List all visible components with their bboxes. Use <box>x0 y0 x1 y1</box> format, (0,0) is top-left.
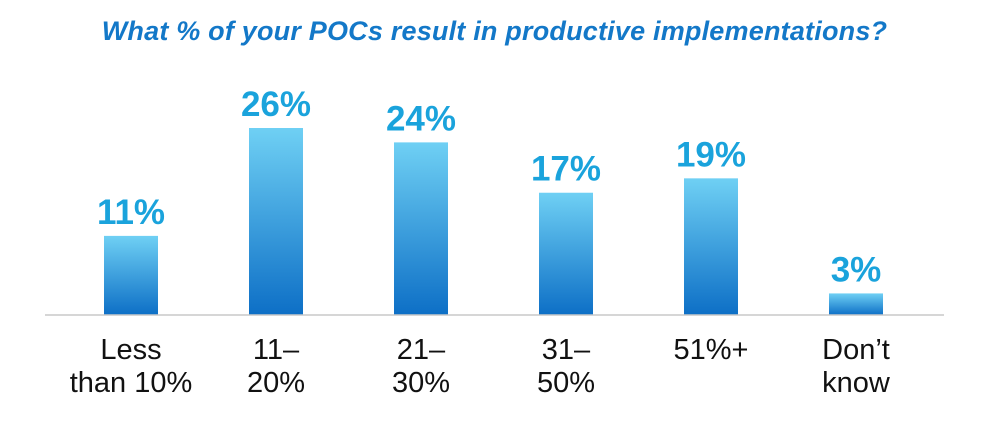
category-label: 11– 20% <box>247 334 305 399</box>
category-label: 51%+ <box>674 334 749 366</box>
bar <box>539 192 593 315</box>
bar <box>104 235 158 315</box>
bar <box>249 128 303 315</box>
bar-value-label: 24% <box>386 99 456 138</box>
category-label: 21– 30% <box>392 334 450 399</box>
chart-title: What % of your POCs result in productive… <box>101 16 888 46</box>
bar-value-label: 26% <box>241 85 311 124</box>
category-label: 31– 50% <box>537 334 595 399</box>
bar-value-label: 19% <box>676 135 746 174</box>
category-label: Don’t know <box>822 334 891 399</box>
bar <box>684 178 738 315</box>
bar-value-label: 11% <box>97 193 165 232</box>
bar <box>394 142 448 315</box>
bar-value-label: 17% <box>531 150 601 189</box>
bar-value-label: 3% <box>831 250 882 289</box>
category-label: Less than 10% <box>70 334 193 399</box>
bar <box>829 293 883 315</box>
